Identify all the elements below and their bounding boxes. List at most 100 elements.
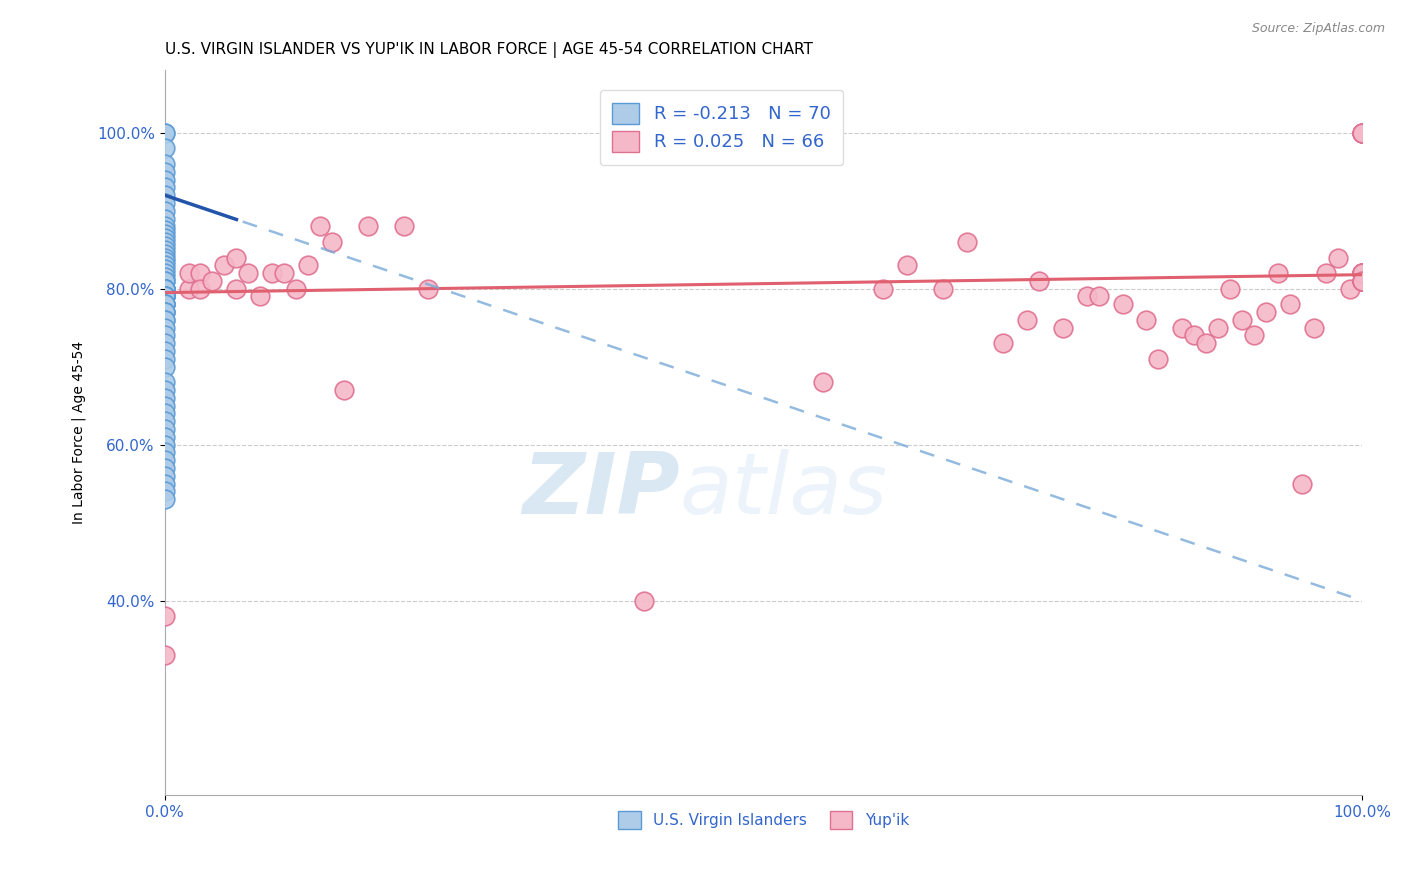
Point [392, 219, 415, 234]
Legend: U.S. Virgin Islanders, Yup'ik: U.S. Virgin Islanders, Yup'ik [612, 805, 915, 835]
Point [201, 274, 224, 288]
Y-axis label: In Labor Force | Age 45-54: In Labor Force | Age 45-54 [72, 342, 86, 524]
Point [1052, 320, 1074, 334]
Point [153, 461, 176, 475]
Point [153, 270, 176, 285]
Point [190, 266, 212, 280]
Point [1351, 266, 1374, 280]
Point [153, 305, 176, 319]
Point [811, 376, 834, 390]
Point [153, 422, 176, 436]
Point [153, 445, 176, 459]
Point [1351, 266, 1374, 280]
Point [153, 172, 176, 186]
Point [273, 266, 295, 280]
Point [153, 289, 176, 303]
Point [896, 258, 918, 272]
Point [153, 188, 176, 202]
Point [153, 391, 176, 405]
Point [285, 282, 308, 296]
Point [153, 262, 176, 277]
Point [956, 235, 979, 249]
Point [153, 320, 176, 334]
Point [153, 297, 176, 311]
Point [153, 243, 176, 257]
Point [153, 305, 176, 319]
Point [153, 266, 176, 280]
Point [153, 305, 176, 319]
Point [1351, 126, 1374, 140]
Point [214, 258, 236, 272]
Point [1291, 476, 1313, 491]
Point [153, 141, 176, 155]
Point [1135, 313, 1157, 327]
Point [177, 282, 200, 296]
Point [153, 289, 176, 303]
Point [153, 157, 176, 171]
Point [1351, 266, 1374, 280]
Point [153, 282, 176, 296]
Point [153, 219, 176, 234]
Point [1315, 266, 1337, 280]
Point [153, 227, 176, 241]
Point [153, 289, 176, 303]
Point [153, 282, 176, 296]
Text: Source: ZipAtlas.com: Source: ZipAtlas.com [1251, 22, 1385, 36]
Point [153, 359, 176, 374]
Point [1171, 320, 1194, 334]
Point [1351, 266, 1374, 280]
Point [1351, 274, 1374, 288]
Point [153, 165, 176, 179]
Point [153, 468, 176, 483]
Point [153, 282, 176, 296]
Text: ZIP: ZIP [522, 450, 679, 533]
Point [321, 235, 343, 249]
Point [153, 492, 176, 507]
Point [153, 376, 176, 390]
Point [153, 313, 176, 327]
Point [153, 239, 176, 253]
Point [153, 313, 176, 327]
Point [357, 219, 380, 234]
Point [225, 282, 247, 296]
Point [1076, 289, 1098, 303]
Point [153, 289, 176, 303]
Point [633, 593, 655, 607]
Point [1351, 126, 1374, 140]
Point [153, 453, 176, 467]
Point [1232, 313, 1254, 327]
Point [153, 289, 176, 303]
Point [153, 126, 176, 140]
Point [1339, 282, 1361, 296]
Point [932, 282, 955, 296]
Point [153, 231, 176, 245]
Point [153, 437, 176, 451]
Point [991, 336, 1014, 351]
Point [1327, 251, 1350, 265]
Point [153, 258, 176, 272]
Point [153, 282, 176, 296]
Point [153, 274, 176, 288]
Point [153, 336, 176, 351]
Point [872, 282, 894, 296]
Point [153, 196, 176, 211]
Point [153, 180, 176, 194]
Point [1182, 328, 1205, 343]
Point [1351, 274, 1374, 288]
Point [1303, 320, 1326, 334]
Point [153, 282, 176, 296]
Point [1351, 274, 1374, 288]
Point [153, 254, 176, 268]
Point [297, 258, 319, 272]
Point [190, 282, 212, 296]
Point [262, 266, 284, 280]
Point [309, 219, 332, 234]
Point [153, 297, 176, 311]
Point [177, 266, 200, 280]
Point [1243, 328, 1265, 343]
Point [1267, 266, 1289, 280]
Point [1256, 305, 1278, 319]
Point [153, 274, 176, 288]
Point [153, 282, 176, 296]
Point [1351, 274, 1374, 288]
